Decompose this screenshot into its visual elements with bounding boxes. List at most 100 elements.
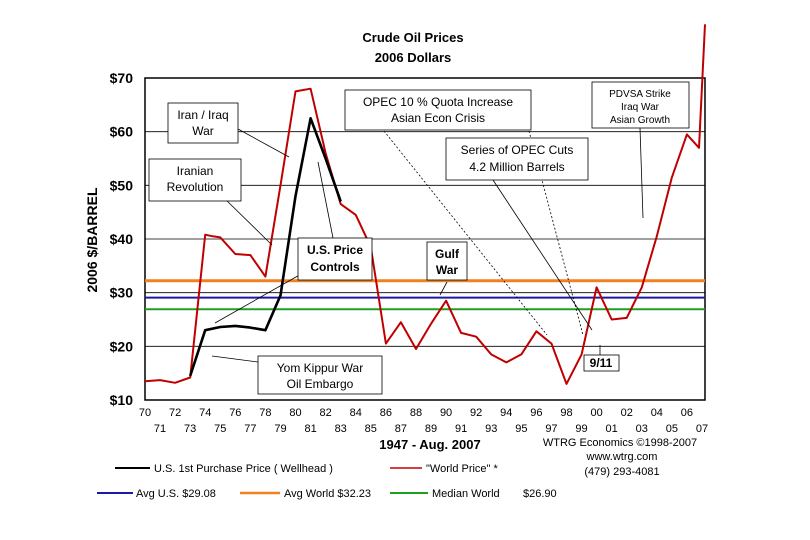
y-tick-label: $70 <box>110 70 134 86</box>
annotation-box <box>426 241 468 281</box>
annotation-pdvsa: PDVSA Strike Iraq War Asian Growth <box>591 81 690 129</box>
x-tick-label: 98 <box>560 407 572 419</box>
series-lines <box>144 24 706 385</box>
x-tick-label: 92 <box>470 407 482 419</box>
annotation-box <box>583 354 620 372</box>
annotation-box <box>591 81 690 129</box>
x-tick-label: 77 <box>244 423 256 435</box>
annotation-line: 4.2 Million Barrels <box>469 160 564 174</box>
y-tick-label: $60 <box>110 124 134 140</box>
annotation-line: PDVSA Strike <box>609 89 671 100</box>
x-tick-label: 84 <box>350 407 362 419</box>
annotation-line: Series of OPEC Cuts <box>461 143 574 157</box>
x-tick-label: 91 <box>455 423 467 435</box>
annotation-911: 9/11 <box>583 354 620 372</box>
y-tick-labels: $10 $20 $30 $40 $50 $60 $70 <box>110 70 134 408</box>
x-tick-label: 89 <box>425 423 437 435</box>
legend-label-avg-us: Avg U.S. $29.08 <box>136 488 216 500</box>
x-tick-label: 95 <box>515 423 527 435</box>
chart-title: Crude Oil Prices <box>362 30 463 45</box>
arrow-us-controls <box>214 272 304 324</box>
annotation-line: OPEC 10 % Quota Increase <box>363 95 513 109</box>
arrow-pdvsa <box>639 127 644 219</box>
legend-label-world-price: "World Price" * <box>426 463 499 475</box>
x-tick-label: 72 <box>169 407 181 419</box>
annotation-box <box>167 102 239 144</box>
x-tick-label: 70 <box>139 407 151 419</box>
x-tick-labels: 70 72 74 76 78 80 82 84 86 88 90 92 94 96 98 00 02 04 06 71… <box>139 407 708 435</box>
arrow-iranian-revolution <box>221 195 273 246</box>
x-tick-label: 88 <box>410 407 422 419</box>
x-tick-label: 79 <box>274 423 286 435</box>
y-tick-label: $50 <box>110 177 134 193</box>
annotation-box <box>257 355 383 395</box>
annotation-line: Asian Growth <box>610 115 670 126</box>
annotation-box <box>297 237 373 281</box>
y-tick-label: $40 <box>110 231 134 247</box>
arrow-gulf-war <box>439 281 448 296</box>
x-tick-label: 06 <box>681 407 693 419</box>
x-tick-label: 87 <box>395 423 407 435</box>
x-tick-label: 97 <box>545 423 557 435</box>
legend-label-avg-world: Avg World $32.23 <box>284 488 371 500</box>
legend: U.S. 1st Purchase Price ( Wellhead ) "Wo… <box>97 463 557 500</box>
x-tick-label: 01 <box>606 423 618 435</box>
legend-label-us-first-purchase: U.S. 1st Purchase Price ( Wellhead ) <box>154 463 333 475</box>
arrow-yom-kippur <box>211 355 259 363</box>
annotation-line: 9/11 <box>590 356 613 370</box>
annotation-gulf-war: Gulf War <box>426 241 468 281</box>
annotation-line: U.S. Price <box>307 243 363 257</box>
annotation-line: Yom Kippur War <box>277 361 363 375</box>
arrow-us-controls-up <box>317 161 334 239</box>
source-website: www.wtrg.com <box>586 451 658 463</box>
x-tick-label: 81 <box>304 423 316 435</box>
x-axis-period: 1947 - Aug. 2007 <box>379 437 480 452</box>
arrow-opec-quota-2 <box>528 130 584 336</box>
annotation-yom-kippur: Yom Kippur War Oil Embargo <box>257 355 383 395</box>
y-tick-label: $10 <box>110 392 134 408</box>
legend-value-median-world: $26.90 <box>523 488 557 500</box>
annotation-arrows <box>211 127 644 363</box>
arrow-iran-iraq <box>237 128 290 158</box>
annotation-opec-quota: OPEC 10 % Quota Increase Asian Econ Cris… <box>344 89 532 131</box>
legend-label-median-world: Median World <box>432 488 500 500</box>
y-tick-label: $30 <box>110 285 134 301</box>
annotation-line: Gulf <box>435 247 460 261</box>
series-line <box>144 24 706 385</box>
x-tick-label: 99 <box>575 423 587 435</box>
source-credit: WTRG Economics ©1998-2007 <box>543 437 697 449</box>
annotation-line: Iranian <box>177 164 214 178</box>
reference-lines <box>145 279 705 311</box>
x-tick-label: 76 <box>229 407 241 419</box>
annotation-iran-iraq: Iran / Iraq War <box>167 102 239 144</box>
source-phone: (479) 293-4081 <box>584 466 659 478</box>
annotation-line: Iraq War <box>621 102 660 113</box>
y-tick-label: $20 <box>110 338 134 354</box>
x-tick-label: 96 <box>530 407 542 419</box>
x-tick-label: 85 <box>365 423 377 435</box>
annotation-line: War <box>436 263 459 277</box>
annotation-iranian-revolution: Iranian Revolution <box>148 158 242 202</box>
annotation-us-price-controls: U.S. Price Controls <box>297 237 373 281</box>
annotation-line: War <box>192 124 214 138</box>
arrow-opec-quota <box>383 130 548 336</box>
x-tick-label: 74 <box>199 407 211 419</box>
x-tick-label: 71 <box>154 423 166 435</box>
x-tick-label: 80 <box>289 407 301 419</box>
x-tick-label: 86 <box>380 407 392 419</box>
x-tick-label: 83 <box>335 423 347 435</box>
x-tick-label: 90 <box>440 407 452 419</box>
x-tick-label: 75 <box>214 423 226 435</box>
x-tick-label: 93 <box>485 423 497 435</box>
annotation-line: Revolution <box>167 180 224 194</box>
series-line <box>188 117 342 377</box>
annotation-box <box>344 89 532 131</box>
annotation-opec-cuts: Series of OPEC Cuts 4.2 Million Barrels <box>445 137 589 181</box>
annotation-line: Oil Embargo <box>287 377 354 391</box>
x-tick-label: 04 <box>651 407 663 419</box>
chart-subtitle: 2006 Dollars <box>375 50 452 65</box>
annotation-line: Iran / Iraq <box>177 108 228 122</box>
arrow-opec-cuts <box>492 179 593 331</box>
x-tick-label: 05 <box>666 423 678 435</box>
